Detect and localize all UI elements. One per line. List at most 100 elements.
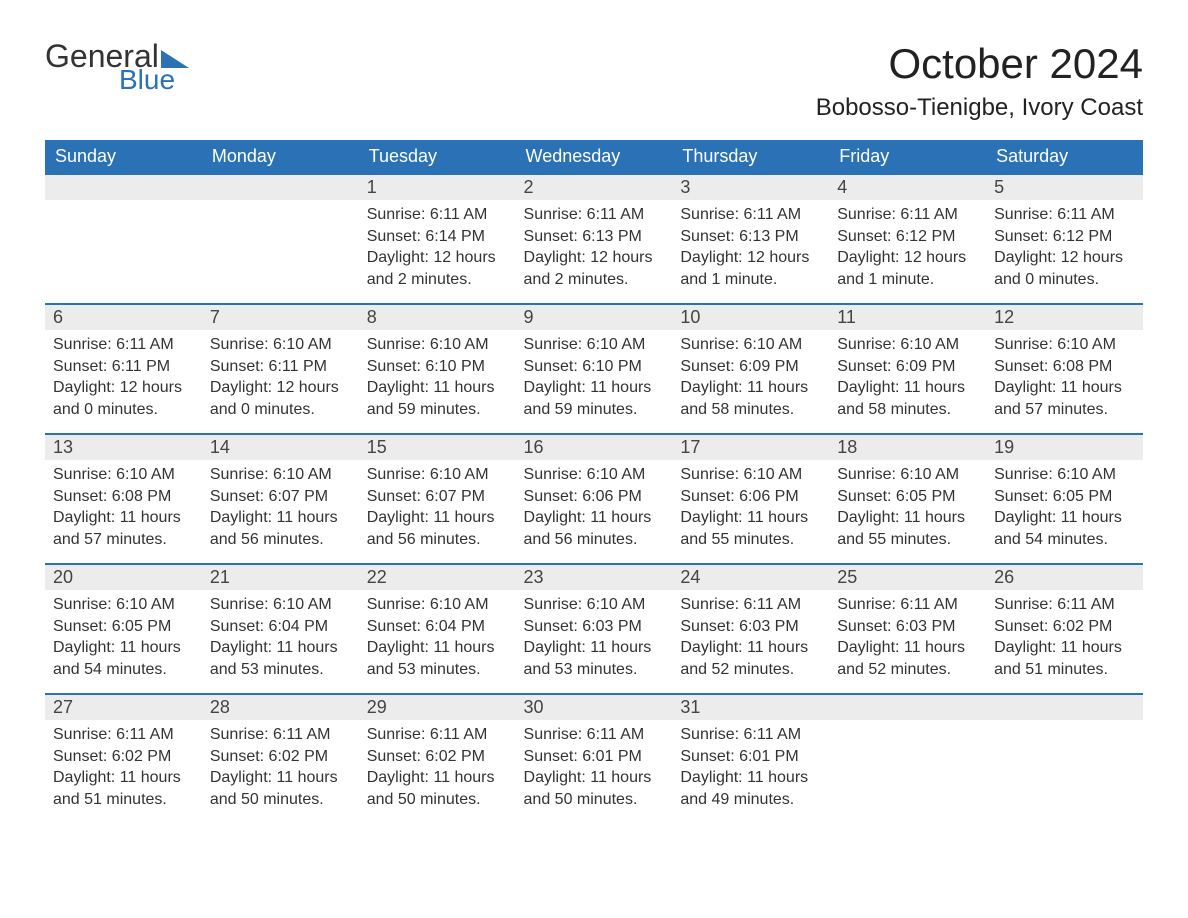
calendar-day-cell: 14Sunrise: 6:10 AMSunset: 6:07 PMDayligh… bbox=[202, 433, 359, 563]
day-body: Sunrise: 6:10 AMSunset: 6:09 PMDaylight:… bbox=[672, 330, 829, 428]
calendar-day-cell: 8Sunrise: 6:10 AMSunset: 6:10 PMDaylight… bbox=[359, 303, 516, 433]
day-number: 6 bbox=[45, 303, 202, 330]
day-body: Sunrise: 6:10 AMSunset: 6:11 PMDaylight:… bbox=[202, 330, 359, 428]
calendar-week-row: 1Sunrise: 6:11 AMSunset: 6:14 PMDaylight… bbox=[45, 173, 1143, 303]
sunset-line: Sunset: 6:11 PM bbox=[53, 356, 194, 378]
daylight-line: Daylight: 11 hours and 52 minutes. bbox=[837, 637, 978, 680]
calendar-day-cell: 19Sunrise: 6:10 AMSunset: 6:05 PMDayligh… bbox=[986, 433, 1143, 563]
weekday-header-row: SundayMondayTuesdayWednesdayThursdayFrid… bbox=[45, 140, 1143, 173]
day-body: Sunrise: 6:11 AMSunset: 6:03 PMDaylight:… bbox=[829, 590, 986, 688]
sunset-line: Sunset: 6:06 PM bbox=[680, 486, 821, 508]
sunset-line: Sunset: 6:10 PM bbox=[524, 356, 665, 378]
calendar-day-cell: 30Sunrise: 6:11 AMSunset: 6:01 PMDayligh… bbox=[516, 693, 673, 823]
sunset-line: Sunset: 6:04 PM bbox=[210, 616, 351, 638]
daylight-line: Daylight: 11 hours and 59 minutes. bbox=[367, 377, 508, 420]
day-body: Sunrise: 6:10 AMSunset: 6:09 PMDaylight:… bbox=[829, 330, 986, 428]
sunrise-line: Sunrise: 6:10 AM bbox=[524, 594, 665, 616]
sunset-line: Sunset: 6:03 PM bbox=[680, 616, 821, 638]
daylight-line: Daylight: 11 hours and 59 minutes. bbox=[524, 377, 665, 420]
calendar-day-cell: 22Sunrise: 6:10 AMSunset: 6:04 PMDayligh… bbox=[359, 563, 516, 693]
calendar-week-row: 13Sunrise: 6:10 AMSunset: 6:08 PMDayligh… bbox=[45, 433, 1143, 563]
daylight-line: Daylight: 11 hours and 49 minutes. bbox=[680, 767, 821, 810]
calendar-day-cell: 6Sunrise: 6:11 AMSunset: 6:11 PMDaylight… bbox=[45, 303, 202, 433]
daylight-line: Daylight: 11 hours and 51 minutes. bbox=[994, 637, 1135, 680]
weekday-header: Saturday bbox=[986, 140, 1143, 173]
daylight-line: Daylight: 11 hours and 53 minutes. bbox=[367, 637, 508, 680]
sunrise-line: Sunrise: 6:11 AM bbox=[680, 594, 821, 616]
sunrise-line: Sunrise: 6:11 AM bbox=[994, 204, 1135, 226]
day-number: 31 bbox=[672, 693, 829, 720]
daylight-line: Daylight: 11 hours and 56 minutes. bbox=[367, 507, 508, 550]
daylight-line: Daylight: 11 hours and 56 minutes. bbox=[524, 507, 665, 550]
calendar-day-cell: 4Sunrise: 6:11 AMSunset: 6:12 PMDaylight… bbox=[829, 173, 986, 303]
daylight-line: Daylight: 11 hours and 54 minutes. bbox=[994, 507, 1135, 550]
calendar-day-cell: 16Sunrise: 6:10 AMSunset: 6:06 PMDayligh… bbox=[516, 433, 673, 563]
day-number: 25 bbox=[829, 563, 986, 590]
weekday-header: Tuesday bbox=[359, 140, 516, 173]
day-body: Sunrise: 6:11 AMSunset: 6:13 PMDaylight:… bbox=[516, 200, 673, 298]
sunset-line: Sunset: 6:02 PM bbox=[210, 746, 351, 768]
calendar-day-cell: 27Sunrise: 6:11 AMSunset: 6:02 PMDayligh… bbox=[45, 693, 202, 823]
sunrise-line: Sunrise: 6:10 AM bbox=[367, 464, 508, 486]
sunset-line: Sunset: 6:01 PM bbox=[680, 746, 821, 768]
brand-logo: General Blue bbox=[45, 40, 189, 94]
sunset-line: Sunset: 6:12 PM bbox=[994, 226, 1135, 248]
sunset-line: Sunset: 6:03 PM bbox=[837, 616, 978, 638]
calendar-day-cell: 3Sunrise: 6:11 AMSunset: 6:13 PMDaylight… bbox=[672, 173, 829, 303]
sunrise-line: Sunrise: 6:11 AM bbox=[680, 204, 821, 226]
day-number: 9 bbox=[516, 303, 673, 330]
day-body: Sunrise: 6:10 AMSunset: 6:10 PMDaylight:… bbox=[516, 330, 673, 428]
calendar-day-cell: 13Sunrise: 6:10 AMSunset: 6:08 PMDayligh… bbox=[45, 433, 202, 563]
sunrise-line: Sunrise: 6:10 AM bbox=[210, 334, 351, 356]
day-number: 23 bbox=[516, 563, 673, 590]
daylight-line: Daylight: 11 hours and 51 minutes. bbox=[53, 767, 194, 810]
sunset-line: Sunset: 6:01 PM bbox=[524, 746, 665, 768]
calendar-body: 1Sunrise: 6:11 AMSunset: 6:14 PMDaylight… bbox=[45, 173, 1143, 823]
day-body: Sunrise: 6:10 AMSunset: 6:07 PMDaylight:… bbox=[359, 460, 516, 558]
calendar-day-cell: 20Sunrise: 6:10 AMSunset: 6:05 PMDayligh… bbox=[45, 563, 202, 693]
day-body: Sunrise: 6:10 AMSunset: 6:08 PMDaylight:… bbox=[45, 460, 202, 558]
sunset-line: Sunset: 6:07 PM bbox=[210, 486, 351, 508]
sunrise-line: Sunrise: 6:10 AM bbox=[53, 594, 194, 616]
daylight-line: Daylight: 12 hours and 2 minutes. bbox=[367, 247, 508, 290]
daylight-line: Daylight: 11 hours and 53 minutes. bbox=[210, 637, 351, 680]
calendar-day-cell: 24Sunrise: 6:11 AMSunset: 6:03 PMDayligh… bbox=[672, 563, 829, 693]
day-number: 27 bbox=[45, 693, 202, 720]
day-body: Sunrise: 6:10 AMSunset: 6:07 PMDaylight:… bbox=[202, 460, 359, 558]
daylight-line: Daylight: 11 hours and 58 minutes. bbox=[680, 377, 821, 420]
daylight-line: Daylight: 12 hours and 0 minutes. bbox=[210, 377, 351, 420]
calendar-empty-cell bbox=[45, 173, 202, 303]
sunrise-line: Sunrise: 6:10 AM bbox=[837, 334, 978, 356]
day-number: 5 bbox=[986, 173, 1143, 200]
day-body: Sunrise: 6:10 AMSunset: 6:06 PMDaylight:… bbox=[672, 460, 829, 558]
sunset-line: Sunset: 6:13 PM bbox=[524, 226, 665, 248]
sunrise-line: Sunrise: 6:10 AM bbox=[680, 464, 821, 486]
daylight-line: Daylight: 11 hours and 56 minutes. bbox=[210, 507, 351, 550]
daylight-line: Daylight: 11 hours and 50 minutes. bbox=[367, 767, 508, 810]
calendar-day-cell: 7Sunrise: 6:10 AMSunset: 6:11 PMDaylight… bbox=[202, 303, 359, 433]
weekday-header: Thursday bbox=[672, 140, 829, 173]
sunset-line: Sunset: 6:13 PM bbox=[680, 226, 821, 248]
sunrise-line: Sunrise: 6:10 AM bbox=[367, 334, 508, 356]
daylight-line: Daylight: 12 hours and 1 minute. bbox=[680, 247, 821, 290]
sunrise-line: Sunrise: 6:10 AM bbox=[680, 334, 821, 356]
brand-word-2: Blue bbox=[119, 66, 189, 94]
calendar-day-cell: 18Sunrise: 6:10 AMSunset: 6:05 PMDayligh… bbox=[829, 433, 986, 563]
day-body: Sunrise: 6:11 AMSunset: 6:02 PMDaylight:… bbox=[359, 720, 516, 818]
daylight-line: Daylight: 12 hours and 0 minutes. bbox=[53, 377, 194, 420]
sunset-line: Sunset: 6:09 PM bbox=[837, 356, 978, 378]
day-number: 11 bbox=[829, 303, 986, 330]
day-number bbox=[829, 693, 986, 720]
daylight-line: Daylight: 12 hours and 1 minute. bbox=[837, 247, 978, 290]
day-number bbox=[202, 173, 359, 200]
sunset-line: Sunset: 6:05 PM bbox=[994, 486, 1135, 508]
sunrise-line: Sunrise: 6:10 AM bbox=[367, 594, 508, 616]
calendar-day-cell: 5Sunrise: 6:11 AMSunset: 6:12 PMDaylight… bbox=[986, 173, 1143, 303]
day-number: 22 bbox=[359, 563, 516, 590]
calendar-day-cell: 23Sunrise: 6:10 AMSunset: 6:03 PMDayligh… bbox=[516, 563, 673, 693]
day-number bbox=[45, 173, 202, 200]
calendar-day-cell: 9Sunrise: 6:10 AMSunset: 6:10 PMDaylight… bbox=[516, 303, 673, 433]
sunset-line: Sunset: 6:10 PM bbox=[367, 356, 508, 378]
sunrise-line: Sunrise: 6:10 AM bbox=[837, 464, 978, 486]
calendar-day-cell: 10Sunrise: 6:10 AMSunset: 6:09 PMDayligh… bbox=[672, 303, 829, 433]
